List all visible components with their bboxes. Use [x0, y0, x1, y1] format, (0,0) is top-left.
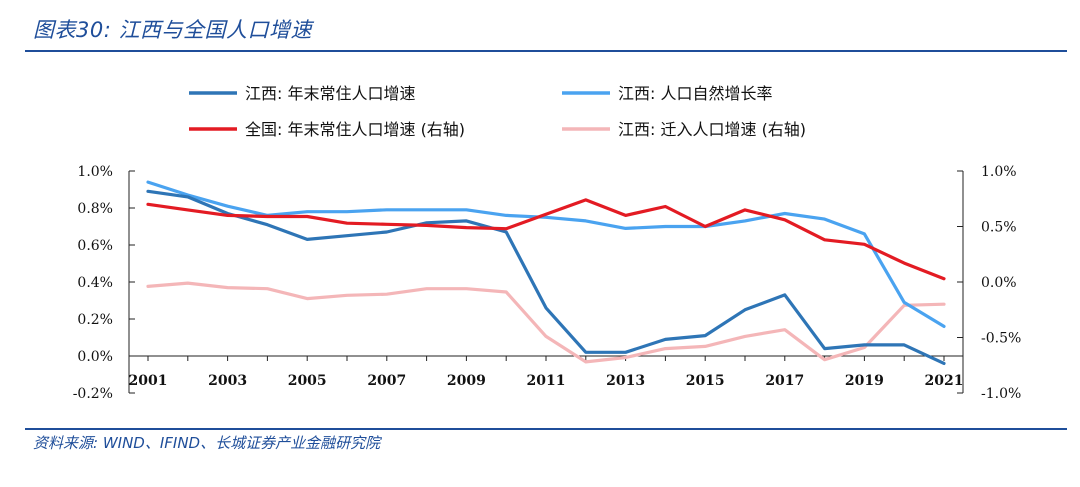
series-line-0 [146, 189, 946, 365]
top-divider [25, 50, 1067, 52]
right-y-tick-label: -0.5% [981, 331, 1021, 347]
x-tick-label: 2003 [208, 373, 247, 389]
left-y-tick-label: 0.8% [77, 201, 113, 217]
left-y-tick-label: 0.0% [77, 349, 113, 365]
x-tick-label: 2015 [686, 373, 725, 389]
right-y-tick-label: 0.0% [981, 275, 1017, 291]
legend-label-1: 江西: 人口自然增长率 [618, 84, 772, 103]
legend-label-0: 江西: 年末常住人口增速 [245, 84, 415, 103]
legend-label-3: 江西: 迁入人口增速 (右轴) [618, 120, 806, 139]
left-y-tick-label: 1.0% [77, 164, 113, 180]
left-y-tick-label: 0.6% [77, 238, 113, 254]
series-line-1 [146, 180, 946, 328]
page-title: 图表30: 江西与全国人口增速 [33, 18, 312, 42]
source-note: 资料来源: WIND、IFIND、长城证券产业金融研究院 [33, 434, 381, 452]
left-y-tick-label: -0.2% [73, 386, 113, 402]
right-y-tick-label: -1.0% [981, 386, 1021, 402]
x-tick-label: 2019 [845, 373, 884, 389]
x-tick-label: 2009 [447, 373, 486, 389]
x-tick-label: 2007 [367, 373, 406, 389]
right-y-tick-label: 0.5% [981, 220, 1017, 236]
x-tick-label: 2013 [606, 373, 645, 389]
bottom-divider [25, 428, 1067, 430]
x-tick-label: 2021 [925, 373, 964, 389]
chart-series [146, 180, 946, 365]
x-tick-label: 2001 [129, 373, 168, 389]
right-y-tick-label: 1.0% [981, 164, 1017, 180]
x-tick-label: 2011 [527, 373, 566, 389]
x-tick-label: 2005 [288, 373, 327, 389]
left-y-tick-label: 0.4% [77, 275, 113, 291]
chart-axes: 1.0% 0.8% 0.6% 0.4% 0.2% 0.0% -0.2% 1.0% 0.5% 0.0… [73, 164, 1022, 402]
series-line-2 [146, 198, 946, 281]
series-line-3 [146, 281, 946, 364]
legend-label-2: 全国: 年末常住人口增速 (右轴) [245, 120, 465, 139]
left-y-tick-label: 0.2% [77, 312, 113, 328]
x-tick-label: 2017 [765, 373, 804, 389]
